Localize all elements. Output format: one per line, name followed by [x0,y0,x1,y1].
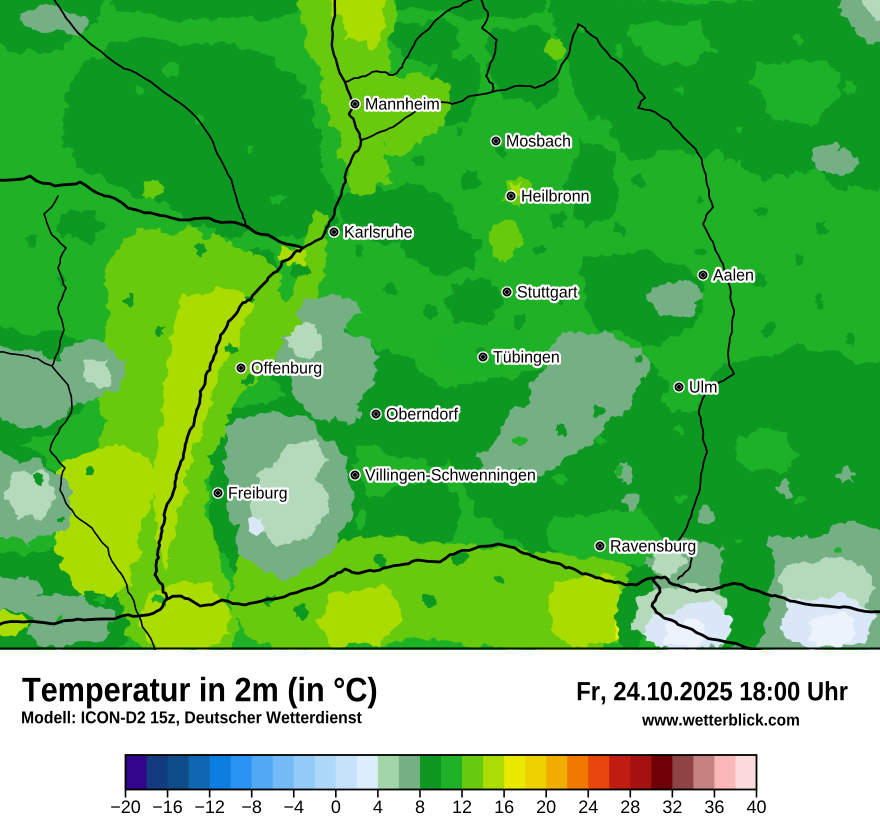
svg-text:4: 4 [373,797,383,817]
svg-text:0: 0 [331,797,341,817]
svg-text:−4: −4 [284,797,305,817]
svg-text:20: 20 [536,797,556,817]
svg-text:−12: −12 [194,797,225,817]
svg-text:−8: −8 [241,797,262,817]
svg-text:16: 16 [494,797,514,817]
svg-text:36: 36 [704,797,724,817]
svg-text:−16: −16 [152,797,183,817]
svg-text:12: 12 [452,797,472,817]
svg-text:28: 28 [620,797,640,817]
svg-text:−20: −20 [110,797,141,817]
svg-text:40: 40 [746,797,766,817]
svg-text:32: 32 [662,797,682,817]
svg-text:8: 8 [415,797,425,817]
svg-text:24: 24 [578,797,598,817]
